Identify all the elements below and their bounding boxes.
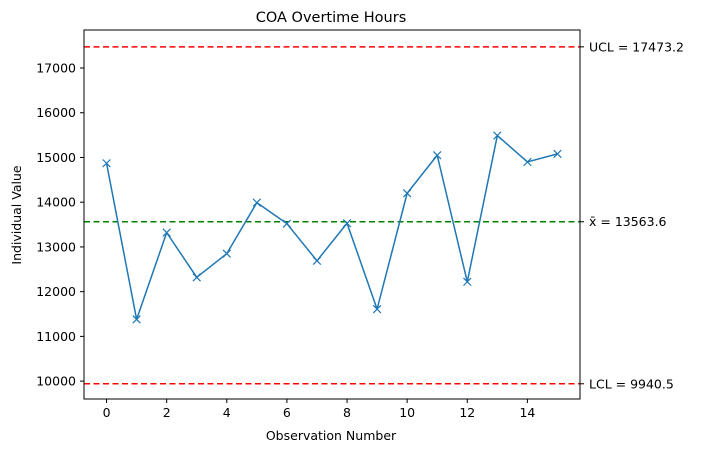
y-tick-label: 13000 xyxy=(36,239,76,254)
data-point xyxy=(102,159,111,168)
data-point xyxy=(342,218,352,228)
x-tick-label: 12 xyxy=(459,405,475,420)
data-point xyxy=(282,219,292,228)
reference-lines: UCL = 17473.2 x̄ = 13563.6 LCL = 9940.5 xyxy=(84,39,684,391)
series-layer xyxy=(102,131,562,324)
lcl-label: LCL = 9940.5 xyxy=(589,376,674,391)
marker-stroke xyxy=(312,256,322,266)
y-tick-label: 14000 xyxy=(36,195,76,210)
marker-stroke xyxy=(162,228,171,237)
y-tick-label: 17000 xyxy=(36,61,76,76)
marker-stroke xyxy=(493,131,502,140)
marker-stroke xyxy=(102,159,111,168)
x-tick-label: 6 xyxy=(283,405,291,420)
marker-stroke xyxy=(523,157,532,167)
data-point xyxy=(432,151,442,160)
x-tick-label: 4 xyxy=(223,405,231,420)
data-point xyxy=(523,157,532,167)
x-axis-label: Observation Number xyxy=(266,428,397,443)
x-tick-label: 2 xyxy=(163,405,171,420)
data-point xyxy=(222,249,232,258)
marker-stroke xyxy=(432,151,442,160)
y-tick-label: 10000 xyxy=(36,374,76,389)
data-point xyxy=(252,198,262,207)
y-tick-label: 11000 xyxy=(36,329,76,344)
data-point xyxy=(463,277,472,287)
data-point xyxy=(402,189,412,198)
data-point xyxy=(132,315,141,324)
data-point xyxy=(553,149,562,159)
x-tick-label: 10 xyxy=(399,405,415,420)
marker-stroke xyxy=(252,198,262,207)
plot-frame xyxy=(83,29,581,400)
plot-area xyxy=(84,30,580,399)
y-tick-label: 12000 xyxy=(36,284,76,299)
marker-stroke xyxy=(132,315,141,324)
x-axis: 0 2 4 6 8 10 12 14 xyxy=(103,399,535,420)
chart-title: COA Overtime Hours xyxy=(256,10,407,26)
marker-stroke xyxy=(372,304,382,314)
data-point xyxy=(192,273,201,282)
x-tick-label: 8 xyxy=(343,405,351,420)
y-axis: 10000 11000 12000 13000 14000 15000 16000 17000 xyxy=(36,61,84,389)
ucl-label: UCL = 17473.2 xyxy=(589,39,684,54)
x-tick-label: 0 xyxy=(103,405,111,420)
x-tick-label: 14 xyxy=(519,405,535,420)
series-line xyxy=(105,134,558,321)
data-point xyxy=(372,304,382,314)
y-tick-label: 16000 xyxy=(36,105,76,120)
marker-stroke xyxy=(222,249,232,258)
y-tick-label: 15000 xyxy=(36,150,76,165)
marker-stroke xyxy=(402,189,412,198)
data-point xyxy=(162,228,171,237)
data-point xyxy=(312,256,322,266)
marker-stroke xyxy=(282,219,292,228)
marker-stroke xyxy=(342,218,352,228)
y-axis-label: Individual Value xyxy=(9,165,24,264)
center-label: x̄ = 13563.6 xyxy=(589,214,667,229)
marker-stroke xyxy=(192,273,201,282)
data-point xyxy=(493,131,502,140)
marker-stroke xyxy=(553,149,562,159)
marker-stroke xyxy=(463,277,472,287)
